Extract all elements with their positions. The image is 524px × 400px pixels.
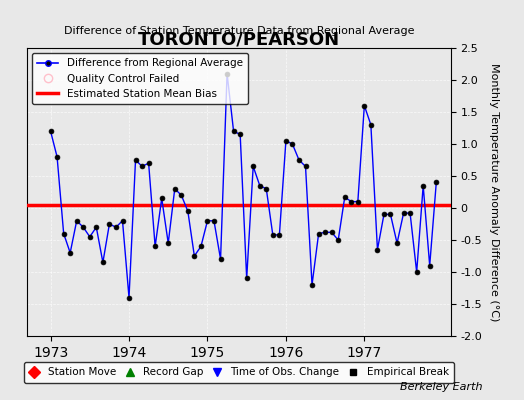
- Text: Berkeley Earth: Berkeley Earth: [400, 382, 482, 392]
- Legend: Station Move, Record Gap, Time of Obs. Change, Empirical Break: Station Move, Record Gap, Time of Obs. C…: [24, 362, 454, 383]
- Y-axis label: Monthly Temperature Anomaly Difference (°C): Monthly Temperature Anomaly Difference (…: [489, 63, 499, 321]
- Title: TORONTO/PEARSON: TORONTO/PEARSON: [138, 30, 340, 48]
- Text: Difference of Station Temperature Data from Regional Average: Difference of Station Temperature Data f…: [63, 26, 414, 36]
